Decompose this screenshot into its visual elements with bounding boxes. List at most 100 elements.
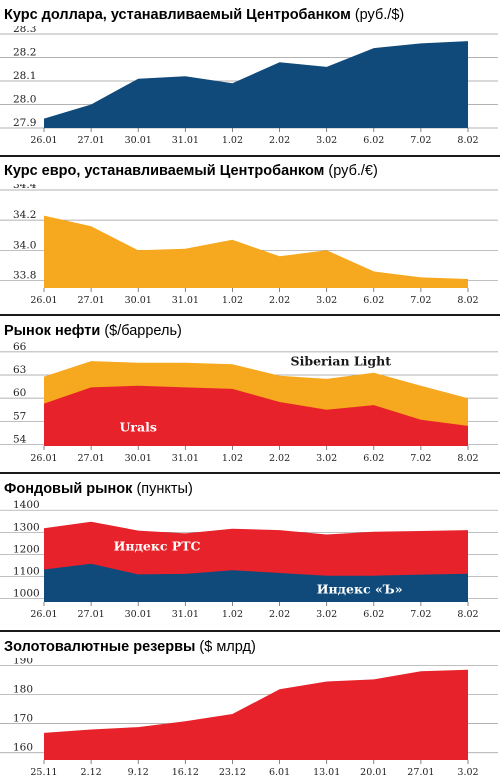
y-tick-label: 28.0 <box>13 94 36 106</box>
series-area-0 <box>44 669 468 760</box>
x-tick-label: 25.11 <box>30 767 57 778</box>
series-label: Индекс РТС <box>114 538 201 553</box>
x-tick-label: 27.01 <box>78 295 105 306</box>
y-tick-label: 57 <box>13 410 26 422</box>
x-tick-label: 31.01 <box>172 453 199 464</box>
y-tick-label: 28.2 <box>13 47 36 59</box>
y-tick-label: 1200 <box>13 543 40 555</box>
x-tick-label: 26.01 <box>30 295 57 306</box>
unit-text: (руб./$) <box>354 7 405 23</box>
y-tick-label: 34.2 <box>13 209 36 221</box>
y-tick-label: 34.0 <box>13 239 36 251</box>
x-tick-label: 7.02 <box>410 135 431 146</box>
x-tick-label: 16.12 <box>172 767 199 778</box>
x-tick-label: 7.02 <box>410 609 431 620</box>
y-tick-label: 34.4 <box>13 184 37 191</box>
x-tick-label: 8.02 <box>457 295 478 306</box>
panel-title: Рынок нефти ($/баррель) <box>4 320 182 342</box>
x-tick-label: 6.02 <box>363 453 384 464</box>
chart-stock: 1000 1100 1200 1300 1400 Индекс РТС Индекс «Ъ»… <box>0 500 498 620</box>
series-label: Индекс «Ъ» <box>317 581 403 596</box>
y-tick-label: 28.3 <box>13 26 36 35</box>
series-area-0 <box>44 41 468 128</box>
x-tick-label: 3.02 <box>316 295 337 306</box>
title-text: Фондовый рынок <box>4 481 133 497</box>
y-tick-label: 66 <box>13 342 27 353</box>
x-tick-label: 3.02 <box>457 767 478 778</box>
x-tick-label: 9.12 <box>128 767 149 778</box>
y-tick-label: 63 <box>13 364 26 376</box>
x-tick-label: 31.01 <box>172 609 199 620</box>
x-tick-label: 3.02 <box>316 135 337 146</box>
x-tick-label: 7.02 <box>410 295 431 306</box>
x-tick-label: 27.01 <box>407 767 434 778</box>
chart-eur: 33.8 34.0 34.2 34.4 26.01 27.01 30.01 31.01 1.02… <box>0 184 498 306</box>
panel-reserves: Золотовалютные резервы ($ млрд) 160 170 18… <box>0 636 500 784</box>
y-tick-label: 1000 <box>13 588 40 600</box>
panel-title: Золотовалютные резервы ($ млрд) <box>4 636 256 658</box>
series-label: Siberian Light <box>291 354 392 369</box>
separator <box>0 314 500 316</box>
y-tick-label: 60 <box>13 387 26 399</box>
x-tick-label: 6.02 <box>363 135 384 146</box>
x-tick-label: 13.01 <box>313 767 340 778</box>
y-tick-label: 27.9 <box>13 117 36 129</box>
separator <box>0 630 500 632</box>
title-text: Курс евро, устанавливаемый Центробанком <box>4 163 325 179</box>
x-tick-label: 6.02 <box>363 609 384 620</box>
y-tick-label: 33.8 <box>13 269 36 281</box>
panel-oil: Рынок нефти ($/баррель) 54 57 60 63 66 Siberi… <box>0 320 500 470</box>
chart-usd: 27.9 28.0 28.1 28.2 28.3 26.01 27.01 30.01 31.01… <box>0 26 498 146</box>
x-tick-label: 1.02 <box>222 609 243 620</box>
x-tick-label: 30.01 <box>125 295 152 306</box>
chart-reserves: 160 170 180 190 25.11 2.12 9.12 16.12 23.12 6.01 1… <box>0 658 498 778</box>
x-tick-label: 3.02 <box>316 609 337 620</box>
separator <box>0 155 500 157</box>
series-area-1 <box>44 563 468 602</box>
x-tick-label: 6.02 <box>363 295 384 306</box>
x-tick-label: 30.01 <box>125 453 152 464</box>
x-tick-label: 2.02 <box>269 295 290 306</box>
title-text: Рынок нефти <box>4 323 101 339</box>
unit-text: ($/баррель) <box>104 323 182 339</box>
x-tick-label: 1.02 <box>222 453 243 464</box>
separator <box>0 472 500 474</box>
title-text: Курс доллара, устанавливаемый Центробанк… <box>4 7 351 23</box>
panel-usd: Курс доллара, устанавливаемый Центробанк… <box>0 4 500 152</box>
x-tick-label: 23.12 <box>219 767 246 778</box>
x-tick-label: 1.02 <box>222 295 243 306</box>
x-tick-label: 20.01 <box>360 767 387 778</box>
y-tick-label: 1100 <box>13 566 40 578</box>
unit-text: (руб./€) <box>328 163 378 179</box>
x-tick-label: 27.01 <box>78 135 105 146</box>
panel-title: Курс доллара, устанавливаемый Центробанк… <box>4 4 404 26</box>
y-tick-label: 190 <box>13 658 33 666</box>
x-tick-label: 26.01 <box>30 609 57 620</box>
series-area-0 <box>44 215 468 288</box>
y-tick-label: 28.1 <box>13 70 36 82</box>
x-tick-label: 30.01 <box>125 135 152 146</box>
series-label: Urals <box>120 419 157 434</box>
y-tick-label: 1400 <box>13 500 40 511</box>
x-tick-label: 31.01 <box>172 135 199 146</box>
panel-title: Фондовый рынок (пункты) <box>4 478 193 500</box>
x-tick-label: 26.01 <box>30 135 57 146</box>
x-tick-label: 26.01 <box>30 453 57 464</box>
panel-title: Курс евро, устанавливаемый Центробанком … <box>4 160 378 182</box>
x-tick-label: 3.02 <box>316 453 337 464</box>
x-tick-label: 2.12 <box>81 767 102 778</box>
x-tick-label: 2.02 <box>269 609 290 620</box>
x-tick-label: 8.02 <box>457 135 478 146</box>
chart-oil: 54 57 60 63 66 Siberian Light Urals 26.01 27.01 3… <box>0 342 498 464</box>
x-tick-label: 2.02 <box>269 453 290 464</box>
title-text: Золотовалютные резервы <box>4 639 196 655</box>
panel-eur: Курс евро, устанавливаемый Центробанком … <box>0 160 500 312</box>
panel-stock: Фондовый рынок (пункты) 1000 1100 1200 1300… <box>0 478 500 628</box>
unit-text: ($ млрд) <box>199 639 256 655</box>
y-tick-label: 170 <box>13 713 33 725</box>
x-tick-label: 6.01 <box>269 767 290 778</box>
series-area-1 <box>44 385 468 446</box>
y-tick-label: 1300 <box>13 521 40 533</box>
x-tick-label: 1.02 <box>222 135 243 146</box>
y-tick-label: 160 <box>13 742 33 754</box>
